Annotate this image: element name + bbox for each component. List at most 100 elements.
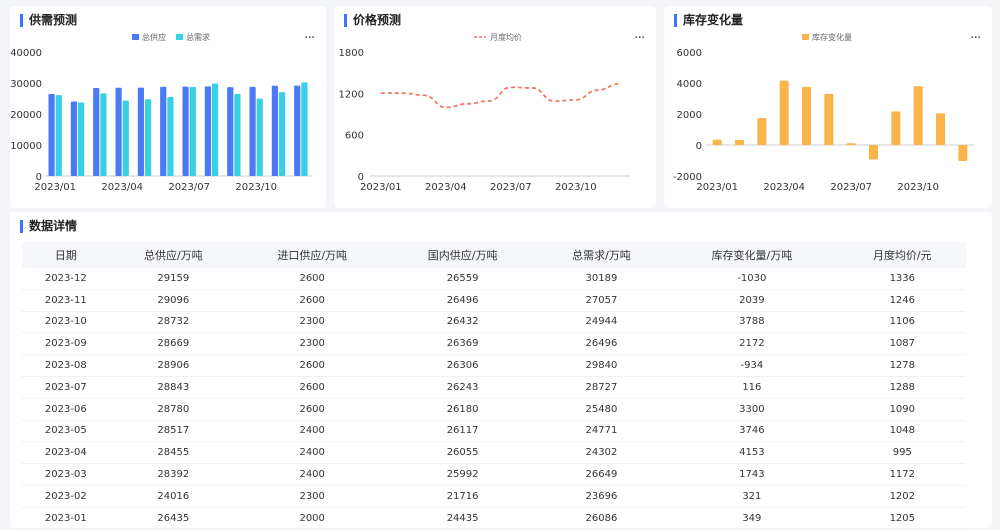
bar-supply[interactable] bbox=[249, 86, 256, 176]
bar-demand[interactable] bbox=[122, 100, 129, 176]
bar-inventory[interactable] bbox=[891, 111, 901, 145]
bar-inventory[interactable] bbox=[802, 86, 811, 145]
table-cell: 26055 bbox=[387, 441, 538, 465]
bar-demand[interactable] bbox=[145, 99, 152, 176]
legend-swatch[interactable] bbox=[132, 34, 139, 40]
bar-demand[interactable] bbox=[167, 97, 174, 176]
col-header-domestic-supply[interactable]: 国内供应/万吨 bbox=[387, 242, 538, 268]
table-cell: 116 bbox=[665, 376, 839, 399]
table-cell: 3788 bbox=[665, 311, 839, 334]
table-cell: 4153 bbox=[665, 441, 839, 465]
bar-supply[interactable] bbox=[182, 86, 189, 176]
y-tick-label: 4000 bbox=[677, 79, 702, 90]
bar-supply[interactable] bbox=[115, 87, 122, 176]
col-header-avg-price[interactable]: 月度均价/元 bbox=[838, 242, 966, 268]
table-cell: 26496 bbox=[537, 332, 666, 356]
bar-inventory[interactable] bbox=[757, 117, 767, 145]
bar-inventory[interactable] bbox=[958, 145, 968, 161]
y-tick-label: 6000 bbox=[677, 48, 702, 59]
table-row: 2023-05 28517 2400 26117 24771 3746 1048 bbox=[22, 420, 966, 443]
bar-inventory[interactable] bbox=[936, 113, 945, 145]
y-tick-label: -2000 bbox=[673, 172, 702, 183]
bar-supply[interactable] bbox=[294, 85, 301, 176]
col-header-total-supply[interactable]: 总供应/万吨 bbox=[109, 242, 237, 268]
table-cell: 28669 bbox=[109, 332, 237, 356]
table-cell: 1743 bbox=[665, 463, 839, 486]
inventory-title: 库存变化量 bbox=[674, 14, 743, 27]
bar-inventory[interactable] bbox=[913, 86, 923, 145]
table-cell: 1090 bbox=[838, 398, 966, 421]
price-more-icon[interactable]: ··· bbox=[634, 30, 645, 46]
col-header-import-supply[interactable]: 进口供应/万吨 bbox=[236, 242, 388, 268]
bar-inventory[interactable] bbox=[735, 140, 744, 145]
bar-inventory[interactable] bbox=[846, 143, 856, 145]
bar-demand[interactable] bbox=[301, 82, 308, 176]
bar-supply[interactable] bbox=[227, 87, 234, 176]
table-cell: 26435 bbox=[109, 507, 237, 530]
table-cell: 3746 bbox=[665, 420, 839, 443]
table-cell: 2600 bbox=[236, 289, 388, 312]
table-row: 2023-12 29159 2600 26559 30189 -1030 1336 bbox=[22, 268, 966, 290]
x-tick-label: 2023/10 bbox=[555, 182, 597, 193]
inventory-more-icon[interactable]: ··· bbox=[970, 30, 981, 46]
table-cell: 26559 bbox=[387, 268, 538, 290]
bar-supply[interactable] bbox=[204, 86, 211, 176]
bar-demand[interactable] bbox=[78, 102, 85, 176]
table-cell: 2400 bbox=[236, 441, 388, 465]
table-cell: 28727 bbox=[537, 376, 666, 399]
table-cell: 30189 bbox=[537, 268, 666, 290]
y-tick-label: 1800 bbox=[339, 48, 364, 59]
legend-swatch[interactable] bbox=[176, 34, 183, 40]
table-cell: 2172 bbox=[665, 332, 839, 356]
col-header-inventory-change[interactable]: 库存变化量/万吨 bbox=[665, 242, 839, 268]
bar-supply[interactable] bbox=[137, 87, 144, 176]
table-header-row: 日期 总供应/万吨 进口供应/万吨 国内供应/万吨 总需求/万吨 库存变化量/万… bbox=[22, 242, 966, 268]
bar-supply[interactable] bbox=[70, 101, 77, 176]
legend-label: 月度均价 bbox=[490, 32, 522, 42]
table-cell: 2023-01 bbox=[22, 507, 110, 530]
table-row: 2023-01 26435 2000 24435 26086 349 1205 bbox=[22, 507, 966, 530]
table-cell: 2600 bbox=[236, 398, 388, 421]
bar-supply[interactable] bbox=[160, 86, 167, 176]
bar-demand[interactable] bbox=[279, 92, 286, 176]
y-tick-label: 10000 bbox=[10, 141, 42, 152]
bar-supply[interactable] bbox=[48, 94, 55, 176]
bar-inventory[interactable] bbox=[824, 93, 834, 145]
price-line[interactable] bbox=[380, 83, 620, 109]
bar-inventory[interactable] bbox=[779, 80, 789, 145]
y-tick-label: 2000 bbox=[677, 110, 702, 121]
table-cell: 1278 bbox=[838, 354, 966, 377]
x-tick-label: 2023/07 bbox=[490, 182, 532, 193]
table-cell: 2600 bbox=[236, 268, 388, 290]
bar-demand[interactable] bbox=[256, 98, 263, 176]
legend-swatch[interactable] bbox=[802, 34, 809, 40]
col-header-total-demand[interactable]: 总需求/万吨 bbox=[537, 242, 666, 268]
bar-inventory[interactable] bbox=[869, 145, 878, 160]
x-tick-label: 2023/04 bbox=[763, 182, 805, 193]
table-cell: 25480 bbox=[537, 398, 666, 421]
bar-demand[interactable] bbox=[100, 93, 107, 176]
supply-more-icon[interactable]: ··· bbox=[304, 30, 315, 46]
x-tick-label: 2023/01 bbox=[360, 182, 402, 193]
table-cell: 28732 bbox=[109, 311, 237, 334]
bar-supply[interactable] bbox=[93, 87, 100, 176]
bar-inventory[interactable] bbox=[712, 139, 722, 145]
table-cell: 28455 bbox=[109, 441, 237, 465]
bar-demand[interactable] bbox=[234, 93, 241, 176]
table-cell: 28517 bbox=[109, 420, 237, 443]
table-row: 2023-02 24016 2300 21716 23696 321 1202 bbox=[22, 485, 966, 508]
table-row: 2023-09 28669 2300 26369 26496 2172 1087 bbox=[22, 332, 966, 356]
bar-demand[interactable] bbox=[189, 86, 196, 176]
bar-supply[interactable] bbox=[271, 85, 278, 176]
legend-label: 总供应 bbox=[142, 32, 166, 42]
col-header-date[interactable]: 日期 bbox=[22, 242, 110, 268]
bar-demand[interactable] bbox=[55, 95, 62, 176]
table-cell: 29159 bbox=[109, 268, 237, 290]
table-cell: 23696 bbox=[537, 485, 666, 508]
supply-demand-title: 供需预测 bbox=[20, 14, 77, 27]
bar-demand[interactable] bbox=[212, 83, 219, 176]
table-cell: 26649 bbox=[537, 463, 666, 486]
table-cell: 321 bbox=[665, 485, 839, 508]
